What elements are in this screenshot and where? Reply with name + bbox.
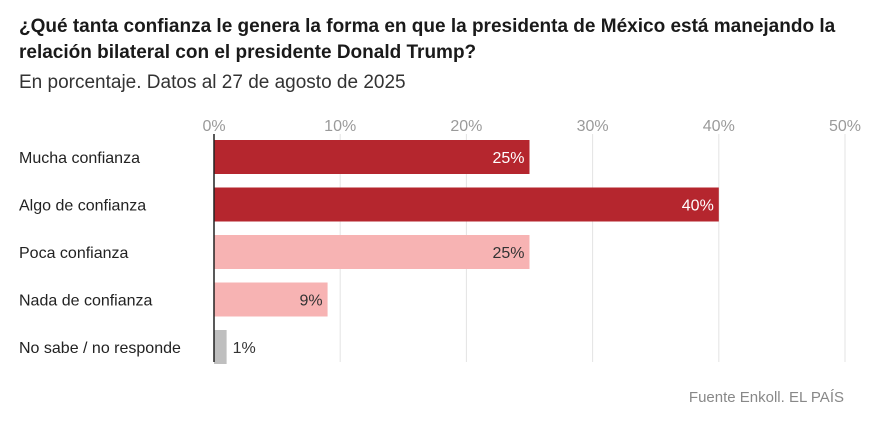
category-label: No sabe / no responde	[19, 340, 181, 357]
x-tick-label: 30%	[577, 118, 609, 135]
bar	[214, 187, 719, 222]
value-label: 1%	[233, 340, 256, 357]
bar	[214, 140, 530, 174]
category-label: Mucha confianza	[19, 150, 140, 167]
value-label: 25%	[492, 245, 524, 262]
bar	[214, 235, 530, 269]
bar-chart: 0% 10% 20% 30% 40% 50% Mucha confianza Algo de…	[19, 118, 861, 364]
bar	[214, 330, 227, 364]
x-tick-label: 40%	[703, 118, 735, 135]
source-note: Fuente Enkoll. EL PAÍS	[688, 389, 844, 406]
value-label: 25%	[492, 150, 524, 167]
bar	[214, 282, 328, 317]
chart-subtitle: En porcentaje. Datos al 27 de agosto de …	[19, 72, 406, 93]
chart-title: ¿Qué tanta confianza le genera la forma …	[19, 16, 836, 63]
category-label: Poca confianza	[19, 245, 129, 262]
category-labels: Mucha confianza Algo de confianza Poca con…	[19, 150, 181, 357]
x-tick-label: 50%	[829, 118, 861, 135]
x-tick-label: 20%	[450, 118, 482, 135]
x-tick-label: 10%	[324, 118, 356, 135]
x-axis-ticks: 0% 10% 20% 30% 40% 50%	[202, 118, 861, 135]
value-labels: 25% 40% 25% 9% 1%	[233, 150, 714, 357]
x-tick-label: 0%	[202, 118, 225, 135]
bars	[214, 140, 719, 364]
category-label: Algo de confianza	[19, 198, 146, 215]
value-label: 40%	[682, 198, 714, 215]
category-label: Nada de confianza	[19, 293, 153, 310]
value-label: 9%	[299, 293, 322, 310]
